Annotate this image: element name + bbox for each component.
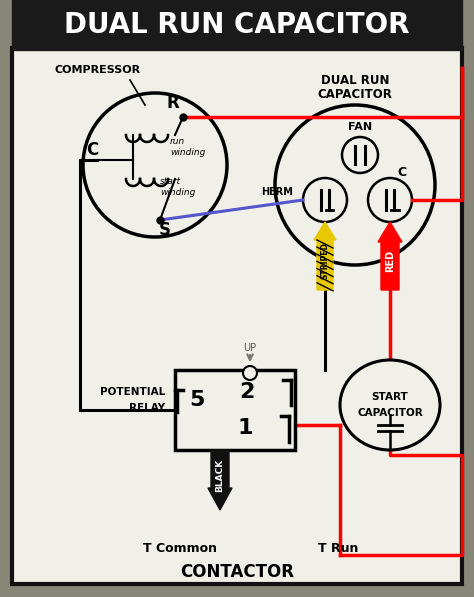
Text: start
winding: start winding — [160, 177, 195, 196]
Text: CAPACITOR: CAPACITOR — [357, 408, 423, 418]
Circle shape — [243, 366, 257, 380]
FancyArrow shape — [314, 222, 336, 290]
FancyBboxPatch shape — [12, 48, 462, 584]
Text: HERM: HERM — [261, 187, 293, 197]
Text: BLACK: BLACK — [216, 458, 225, 491]
Text: STRIPED: STRIPED — [320, 242, 329, 279]
Text: T Common: T Common — [143, 541, 217, 555]
Bar — [12, 0, 462, 50]
Text: 2: 2 — [239, 382, 255, 402]
Text: C: C — [86, 141, 98, 159]
FancyArrow shape — [378, 222, 402, 290]
Ellipse shape — [340, 360, 440, 450]
Text: 1: 1 — [237, 418, 253, 438]
Text: POTENTIAL: POTENTIAL — [100, 387, 165, 397]
Text: RED: RED — [385, 250, 395, 272]
Circle shape — [83, 93, 227, 237]
FancyArrow shape — [208, 450, 232, 510]
Text: FAN: FAN — [348, 122, 372, 132]
Text: T Run: T Run — [318, 541, 358, 555]
Text: DUAL RUN: DUAL RUN — [321, 73, 389, 87]
Text: DUAL RUN CAPACITOR: DUAL RUN CAPACITOR — [64, 11, 410, 39]
Text: 5: 5 — [189, 390, 205, 410]
Text: CONTACTOR: CONTACTOR — [180, 563, 294, 581]
Text: COMPRESSOR: COMPRESSOR — [55, 65, 141, 75]
Circle shape — [303, 178, 347, 222]
Circle shape — [368, 178, 412, 222]
Circle shape — [342, 137, 378, 173]
Text: R: R — [167, 94, 179, 112]
Text: C: C — [397, 165, 407, 179]
Text: RELAY: RELAY — [129, 403, 165, 413]
Bar — [175, 370, 295, 450]
Text: START: START — [372, 392, 409, 402]
Text: UP: UP — [244, 343, 256, 353]
Circle shape — [275, 105, 435, 265]
Text: S: S — [159, 221, 171, 239]
Text: run
winding: run winding — [170, 137, 205, 156]
Text: CAPACITOR: CAPACITOR — [318, 88, 392, 100]
